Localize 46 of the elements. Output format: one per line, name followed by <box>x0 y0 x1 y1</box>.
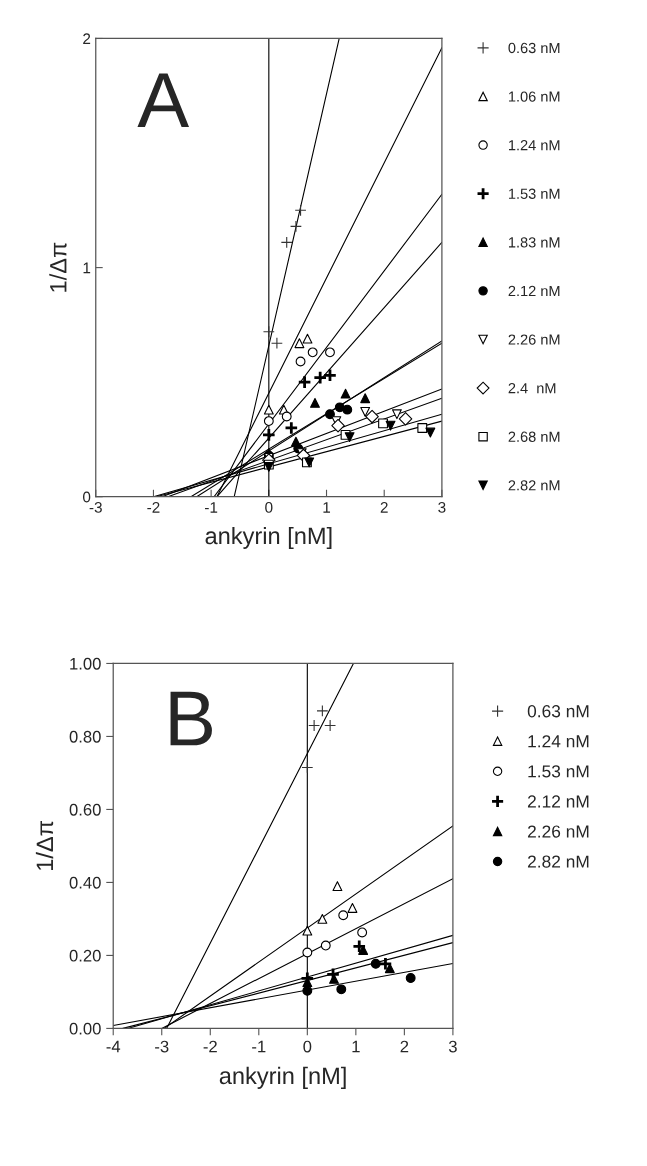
legend-label: 1.24 nM <box>528 735 589 748</box>
legend-label: 1.24 nM <box>508 140 560 151</box>
y-tick-label: 0.00 <box>69 1022 101 1035</box>
legend-label: 2.68 nM <box>508 431 560 442</box>
x-tick-label: -1 <box>205 502 218 513</box>
x-tick-label: -4 <box>106 1040 121 1053</box>
x-tick-label: 0 <box>265 501 273 513</box>
x-tick-label: -2 <box>203 1040 217 1053</box>
x-tick-label: -3 <box>155 1040 169 1053</box>
y-tick-label: 1 <box>83 262 91 274</box>
legend-label: 0.63 nM <box>527 705 589 718</box>
x-tick-label: 3 <box>448 1040 457 1053</box>
y-tick-label: 0.40 <box>69 876 101 889</box>
y-tick-label: 0.20 <box>69 949 101 962</box>
legend-label: 2.82 nM <box>508 480 560 491</box>
legend-label: 1.53 nM <box>508 188 560 199</box>
legend-label: 2.82 nM <box>527 855 589 868</box>
x-tick-label: 1 <box>352 1040 360 1053</box>
x-tick-label: 2 <box>400 1040 409 1053</box>
legend-label: 2.26 nM <box>527 825 589 838</box>
y-tick-label: 1.00 <box>70 657 101 670</box>
y-tick-label: 0 <box>83 491 91 503</box>
x-tick-label: -1 <box>252 1040 266 1053</box>
x-axis-title: ankyrin [nM] <box>219 1066 346 1089</box>
annotation: B <box>170 691 212 746</box>
y-axis-title: 1/Δπ <box>49 242 67 292</box>
x-axis-title: ankyrin [nM] <box>205 526 332 549</box>
legend-label: 1.83 nM <box>508 237 560 248</box>
y-axis-title: 1/Δπ <box>35 821 54 871</box>
x-tick-label: -3 <box>89 501 102 513</box>
legend-label: 2.12 nM <box>527 795 589 808</box>
legend-label: 2.4 nM <box>508 382 556 394</box>
legend-label: 2.12 nM <box>508 285 560 296</box>
x-tick-label: 2 <box>380 501 388 513</box>
legend-label: 0.63 nM <box>508 42 560 54</box>
legend-label: 1.06 nM <box>508 91 560 102</box>
x-tick-label: 1 <box>323 502 331 513</box>
y-tick-label: 0.80 <box>69 730 101 743</box>
y-tick-label: 2 <box>83 33 91 45</box>
x-tick-label: -2 <box>147 501 160 513</box>
annotation: A <box>137 73 190 127</box>
legend-label: 1.53 nM <box>528 765 589 778</box>
legend-label: 2.26 nM <box>508 334 560 345</box>
x-tick-label: 0 <box>303 1040 312 1053</box>
x-tick-label: 3 <box>438 501 446 513</box>
y-tick-label: 0.60 <box>69 803 101 816</box>
